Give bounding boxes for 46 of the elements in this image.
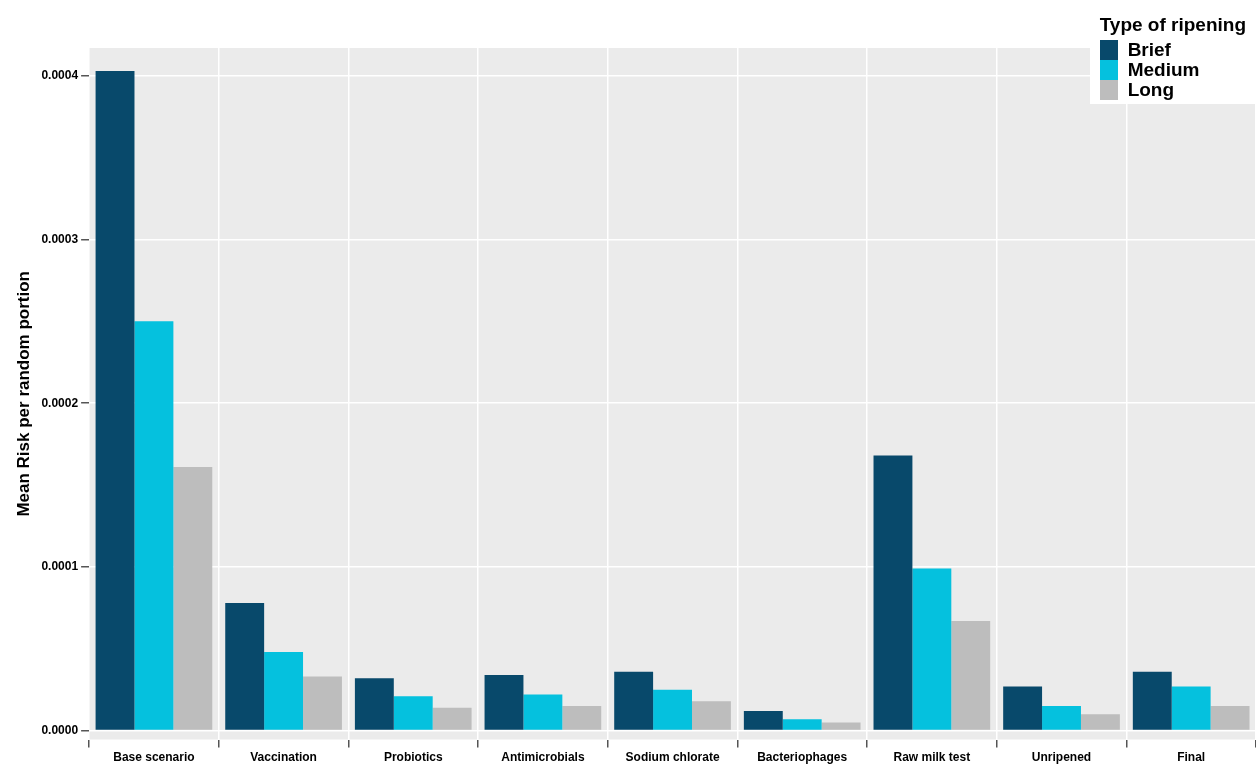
bar <box>1080 714 1120 730</box>
y-axis-title: Mean Risk per random portion <box>13 271 33 517</box>
y-tick-label: 0.0002 <box>41 395 79 410</box>
bar <box>1003 686 1043 730</box>
legend-label: Medium <box>1127 59 1200 80</box>
x-tick-label: Sodium chlorate <box>625 750 720 765</box>
bar <box>692 701 731 730</box>
x-tick-label: Vaccination <box>250 750 317 765</box>
bar <box>393 696 433 730</box>
bar <box>743 710 783 730</box>
bar <box>264 652 304 730</box>
bar <box>432 707 472 730</box>
x-tick-label: Final <box>1177 750 1206 765</box>
bar <box>354 678 394 730</box>
x-tick-label: Raw milk test <box>893 750 971 765</box>
bar <box>1132 671 1172 730</box>
x-tick-label: Base scenario <box>113 750 195 765</box>
bar <box>173 467 213 730</box>
bar <box>95 70 135 730</box>
x-tick-label: Antimicrobials <box>501 750 585 765</box>
bar <box>821 722 861 730</box>
bar <box>951 620 991 730</box>
bar <box>912 568 952 730</box>
legend-label: Long <box>1127 79 1175 100</box>
bar <box>225 602 265 730</box>
bar <box>1210 706 1250 730</box>
bar <box>1171 686 1211 730</box>
legend-label: Brief <box>1127 39 1171 60</box>
y-tick-label: 0.0000 <box>41 722 79 737</box>
bar <box>484 674 524 730</box>
y-tick-label: 0.0003 <box>41 231 79 246</box>
bar <box>134 321 174 730</box>
bar <box>653 689 692 730</box>
bar <box>873 455 913 730</box>
bar <box>614 671 654 730</box>
bar <box>523 694 563 730</box>
x-tick-label: Unripened <box>1031 750 1092 765</box>
legend-title: Type of ripening <box>1099 14 1246 36</box>
x-tick-label: Probiotics <box>383 750 443 765</box>
y-tick-label: 0.0004 <box>41 68 79 83</box>
bar <box>303 676 342 730</box>
bar <box>782 719 822 730</box>
x-tick-label: Bacteriophages <box>757 750 848 765</box>
bar <box>1042 706 1081 730</box>
bar <box>562 706 602 730</box>
y-tick-label: 0.0001 <box>41 559 79 574</box>
